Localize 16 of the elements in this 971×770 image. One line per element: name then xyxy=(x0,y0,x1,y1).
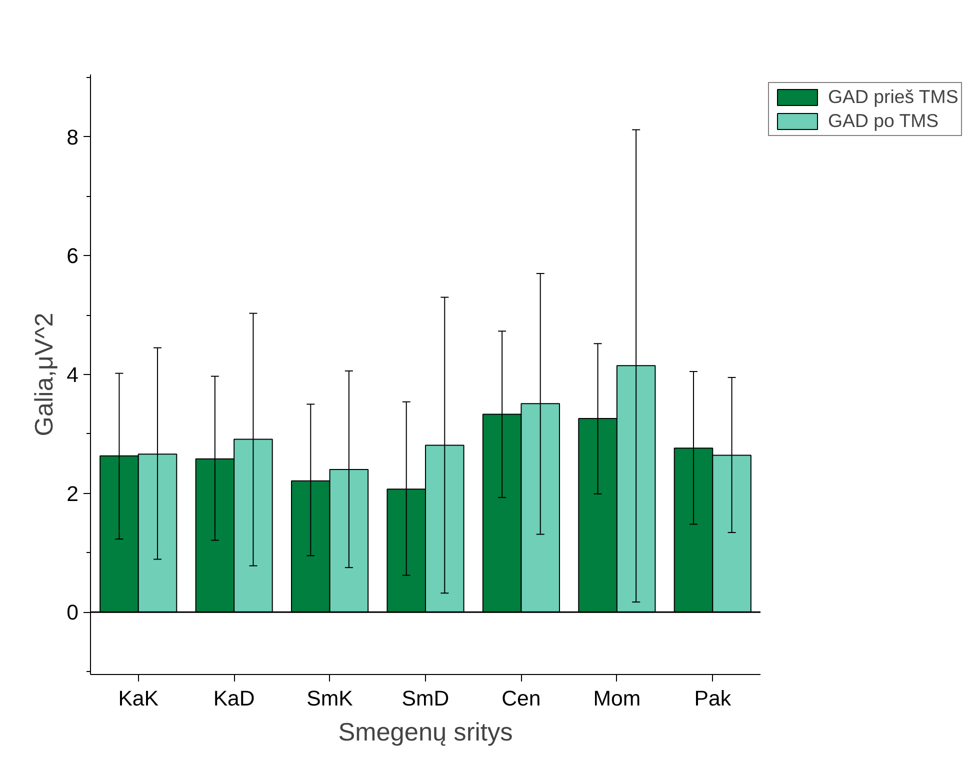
y-tick-label: 2 xyxy=(66,482,79,506)
x-tick-label: KaK xyxy=(118,686,159,710)
y-tick-label: 8 xyxy=(66,125,79,150)
legend-label: GAD prieš TMS xyxy=(828,86,958,108)
y-tick-label: 4 xyxy=(66,363,79,387)
x-tick-label: KaD xyxy=(213,686,255,710)
x-tick-label: SmD xyxy=(402,686,450,710)
x-tick-label: Pak xyxy=(694,686,732,710)
y-tick-label: 0 xyxy=(66,600,79,625)
x-axis-title: Smegenų sritys xyxy=(338,718,513,746)
legend-label: GAD po TMS xyxy=(828,110,939,132)
x-tick-label: Cen xyxy=(502,686,541,710)
y-tick-label: 6 xyxy=(66,244,79,268)
y-axis-title: Galia,μV^2 xyxy=(30,312,59,436)
x-tick-label: Mom xyxy=(593,686,641,710)
x-tick-label: SmK xyxy=(306,686,353,710)
